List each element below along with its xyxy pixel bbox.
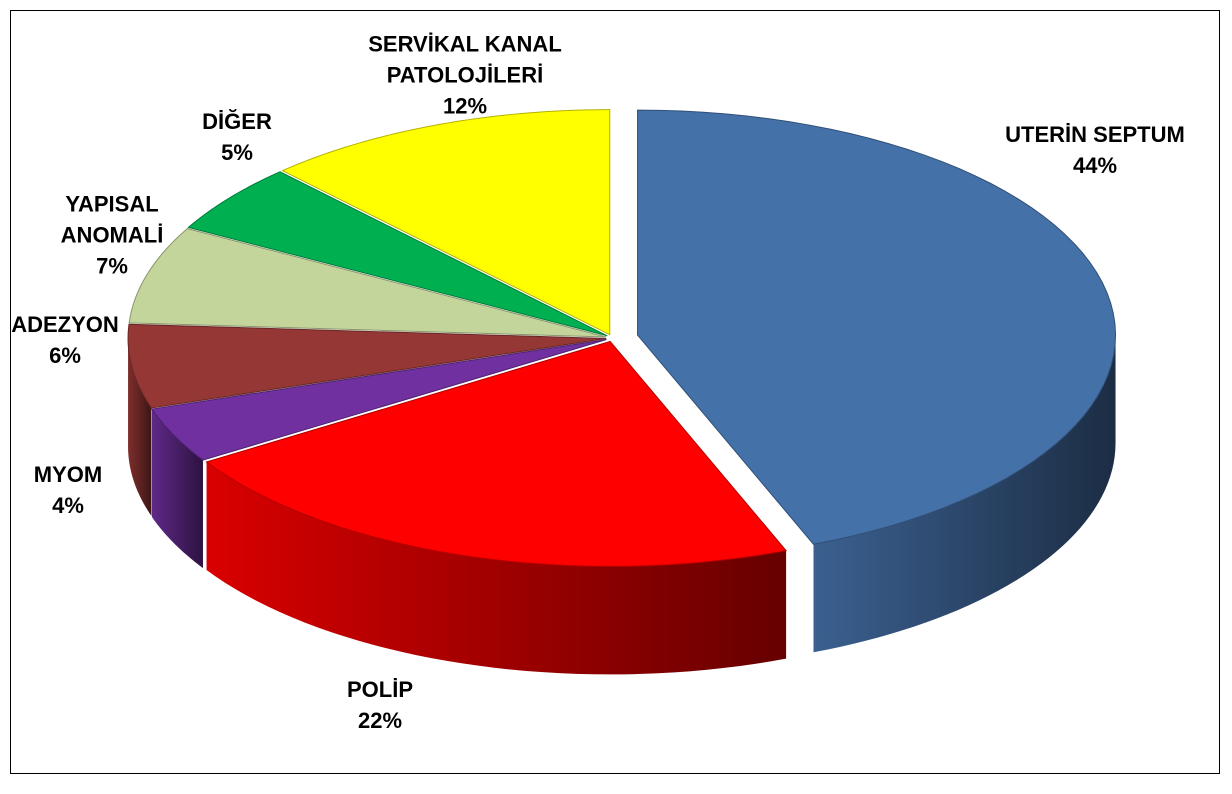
data-label: SERVİKAL KANAL PATOLOJİLERİ 12% xyxy=(350,29,580,122)
category-name: DİĞER xyxy=(202,109,272,134)
slice xyxy=(151,339,607,461)
value-label: 5% xyxy=(221,140,253,165)
data-label: POLİP 22% xyxy=(280,674,480,736)
slice xyxy=(187,171,608,337)
slice xyxy=(637,109,1117,545)
slice-side xyxy=(206,461,787,675)
slice xyxy=(281,109,611,336)
data-label: YAPISAL ANOMALİ 7% xyxy=(57,189,167,282)
chart-frame xyxy=(10,10,1220,774)
slice xyxy=(127,323,607,409)
data-label: ADEZYON 6% xyxy=(0,309,135,371)
category-name: POLİP xyxy=(346,677,413,702)
category-name: MYOM xyxy=(33,462,103,487)
category-name: ADEZYON xyxy=(11,312,119,337)
slice-sides xyxy=(128,335,1116,675)
data-label: MYOM 4% xyxy=(8,459,128,521)
value-label: 4% xyxy=(52,493,84,518)
data-label: DİĞER 5% xyxy=(177,106,297,168)
slice xyxy=(128,228,607,338)
value-label: 6% xyxy=(49,343,81,368)
value-label: 22% xyxy=(357,708,403,733)
data-label: UTERİN SEPTUM 44% xyxy=(945,119,1232,181)
slice-side xyxy=(128,338,152,516)
slice xyxy=(205,340,788,567)
category-name: YAPISAL ANOMALİ xyxy=(60,191,164,248)
slice-side xyxy=(151,409,203,569)
slice-side xyxy=(813,335,1116,653)
value-label: 12% xyxy=(442,93,488,119)
category-name: UTERİN SEPTUM xyxy=(1005,122,1185,147)
category-name: SERVİKAL KANAL PATOLOJİLERİ xyxy=(368,31,562,88)
value-label: 7% xyxy=(96,253,128,279)
value-label: 44% xyxy=(1072,153,1118,178)
